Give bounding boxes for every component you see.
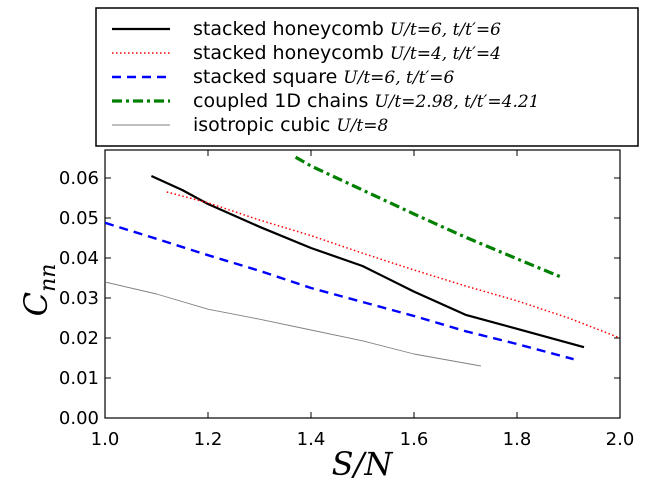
y-tick-label: 0.02 <box>59 328 99 349</box>
legend-label-2: stacked honeycomb U/t=4, t/t′=4 <box>193 42 501 64</box>
x-tick-label: 1.2 <box>194 429 223 450</box>
y-tick-label: 0.06 <box>59 168 99 189</box>
legend-series-name: stacked honeycomb <box>193 42 384 64</box>
x-axis-label: S/N <box>332 445 394 481</box>
x-tick-label: 2.0 <box>606 429 635 450</box>
x-tick-label: 1.6 <box>400 429 429 450</box>
legend-label-1: stacked honeycomb U/t=6, t/t′=6 <box>193 18 501 40</box>
legend-series-params: U/t=8 <box>336 116 388 136</box>
y-tick-label: 0.01 <box>59 368 99 389</box>
legend-series-params: U/t=2.98, t/t′=4.21 <box>374 92 539 112</box>
y-tick-label: 0.05 <box>59 208 99 229</box>
series-line-4 <box>294 155 564 280</box>
x-axis: 1.0 1.2 1.4 1.6 1.8 2.0 <box>91 150 635 450</box>
y-axis-label-group: Cnn <box>17 264 61 317</box>
series-layer <box>105 155 620 367</box>
y-axis-label: Cnn <box>17 264 61 317</box>
x-tick-label: 1.0 <box>91 429 120 450</box>
legend-series-params: U/t=6, t/t′=6 <box>390 20 501 40</box>
y-tick-label: 0.00 <box>59 408 99 429</box>
legend-label-4: coupled 1D chains U/t=2.98, t/t′=4.21 <box>193 90 540 112</box>
y-tick-label: 0.04 <box>59 248 99 269</box>
series-line-5 <box>105 281 481 367</box>
y-tick-label: 0.03 <box>59 288 99 309</box>
series-line-2 <box>166 191 620 339</box>
series-line-1 <box>150 174 585 349</box>
x-tick-label: 1.8 <box>503 429 532 450</box>
legend-series-name: coupled 1D chains <box>193 90 368 112</box>
y-axis: 0.00 0.01 0.02 0.03 0.04 0.05 0.06 <box>59 168 620 429</box>
legend-series-params: U/t=6, t/t′=6 <box>343 68 454 88</box>
legend-frame <box>95 7 639 147</box>
legend-series-name: isotropic cubic <box>193 114 330 136</box>
x-tick-label: 1.4 <box>297 429 326 450</box>
legend-series-params: U/t=4, t/t′=4 <box>390 44 501 64</box>
series-line-3 <box>105 221 574 361</box>
legend-label-3: stacked square U/t=6, t/t′=6 <box>193 66 455 88</box>
legend-series-name: stacked honeycomb <box>193 18 384 40</box>
legend-label-5: isotropic cubic U/t=8 <box>193 114 389 136</box>
legend-series-name: stacked square <box>193 66 337 88</box>
